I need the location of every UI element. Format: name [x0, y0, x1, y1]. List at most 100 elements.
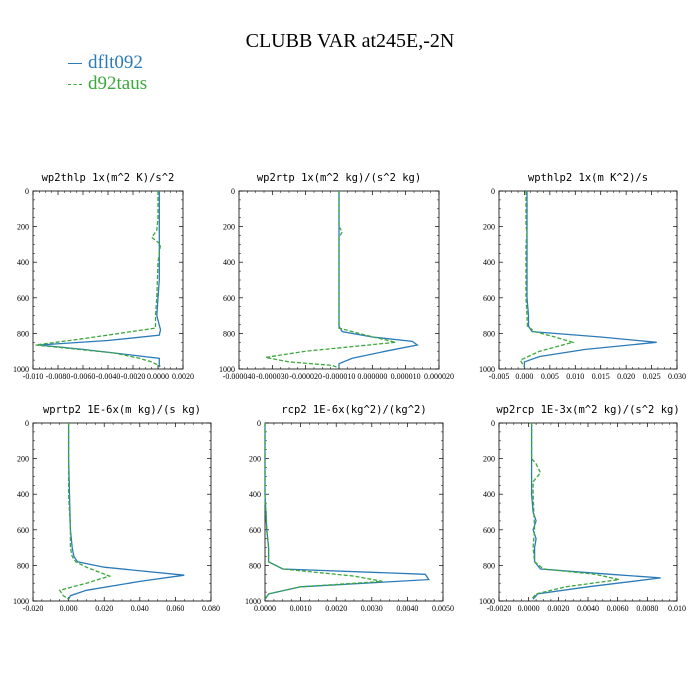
page-title: CLUBB VAR at245E,-2N	[245, 30, 455, 52]
series-line-dflt092	[264, 423, 430, 600]
x-tick-label: -0.000010	[323, 372, 356, 381]
y-tick-label: 600	[223, 294, 235, 303]
y-tick-label: 200	[483, 223, 495, 232]
x-tick-label: -0.000040	[223, 372, 256, 381]
x-tick-label: -0.010	[23, 372, 44, 381]
x-tick-label: 0.060	[166, 604, 184, 613]
y-tick-label: 400	[17, 258, 29, 267]
panel-title: wp2rcp 1E-3x(m^2 kg)/(s^2 kg)	[496, 404, 679, 416]
y-tick-label: 400	[17, 490, 29, 499]
y-tick-label: 1000	[13, 597, 29, 606]
y-tick-label: 1000	[219, 365, 235, 374]
x-tick-label: 0.0020	[172, 372, 194, 381]
series-line-d92taus	[265, 191, 396, 369]
panel-2: wp2rtp 1x(m^2 kg)/(s^2 kg)-0.000040 -0.00…	[219, 172, 454, 381]
x-tick-label: 0.020	[617, 372, 635, 381]
x-tick-label: 0.000010	[391, 372, 421, 381]
legend-swatch-d92taus	[68, 84, 82, 86]
panel-title: wp2rtp 1x(m^2 kg)/(s^2 kg)	[257, 172, 421, 184]
x-tick-label: -0.0020	[121, 372, 146, 381]
y-tick-label: 600	[483, 294, 495, 303]
y-tick-label: 0	[25, 187, 29, 196]
x-tick-label: 0.010	[668, 604, 686, 613]
x-tick-label: 0.030	[668, 372, 686, 381]
series-line-d92taus	[519, 191, 576, 368]
x-tick-label: -0.000020	[289, 372, 322, 381]
x-tick-label: 0.020	[95, 604, 113, 613]
series-line-dflt092	[523, 191, 657, 368]
x-tick-label: 0.010	[566, 372, 584, 381]
panel-4: wprtp2 1E-6x(m kg)/(s kg) -0.020 0.000 0.02…	[13, 404, 220, 613]
series-line-d92taus	[58, 423, 112, 600]
y-tick-label: 1000	[479, 597, 495, 606]
y-tick-label: 400	[223, 258, 235, 267]
x-tick-label: -0.0080	[46, 372, 71, 381]
y-tick-label: 200	[223, 223, 235, 232]
panel-1: wp2thlp 1x(m^2 K)/s^2 -0.010 -0.0080 -0.006…	[13, 172, 194, 381]
y-tick-label: 0	[25, 419, 29, 428]
y-tick-label: 1000	[245, 597, 261, 606]
x-tick-label: 0.0000	[518, 604, 540, 613]
y-tick-label: 1000	[479, 365, 495, 374]
x-tick-label: 0.0050	[432, 604, 454, 613]
y-tick-label: 800	[249, 561, 261, 570]
x-tick-label: 0.0040	[396, 604, 418, 613]
y-tick-label: 0	[491, 419, 495, 428]
x-tick-label: -0.020	[23, 604, 44, 613]
y-tick-label: 1000	[13, 365, 29, 374]
x-tick-label: 0.005	[541, 372, 559, 381]
panel-3: wpthlp2 1x(m K^2)/s -0.005 0.000 0.005 0.010…	[479, 172, 686, 381]
panel-5: rcp2 1E-6x(kg^2)/(kg^2) 0.0000 0.0010 0.002…	[245, 404, 454, 613]
x-tick-label: 0.0080	[636, 604, 658, 613]
y-tick-label: 800	[483, 329, 495, 338]
y-tick-label: 600	[483, 526, 495, 535]
x-tick-label: -0.0020	[487, 604, 512, 613]
x-tick-label: -0.0060	[71, 372, 96, 381]
x-tick-label: 0.0020	[325, 604, 347, 613]
x-tick-label: 0.000020	[424, 372, 454, 381]
y-tick-label: 800	[483, 561, 495, 570]
plot-frame	[32, 422, 212, 602]
x-tick-label: 0.040	[131, 604, 149, 613]
y-tick-label: 600	[17, 294, 29, 303]
series-line-d92taus	[264, 423, 383, 600]
panel-title: wpthlp2 1x(m K^2)/s	[528, 172, 648, 184]
x-tick-label: 0.080	[202, 604, 220, 613]
series-line-dflt092	[39, 191, 162, 368]
legend-swatch-dflt092	[68, 63, 82, 65]
y-tick-label: 200	[483, 455, 495, 464]
y-tick-label: 600	[249, 526, 261, 535]
y-tick-label: 0	[231, 187, 235, 196]
y-tick-label: 400	[483, 258, 495, 267]
y-tick-label: 800	[17, 561, 29, 570]
plot-frame	[32, 190, 184, 370]
series-line-dflt092	[338, 191, 419, 368]
x-tick-label: -0.000030	[256, 372, 289, 381]
panel-title: rcp2 1E-6x(kg^2)/(kg^2)	[281, 404, 426, 416]
y-tick-label: 800	[223, 329, 235, 338]
legend-item-dflt092: dflt092	[68, 52, 143, 74]
x-tick-label: 0.015	[592, 372, 610, 381]
y-tick-label: 200	[249, 455, 261, 464]
series-line-dflt092	[67, 423, 185, 600]
y-tick-label: 200	[17, 455, 29, 464]
x-tick-label: 0.0000	[147, 372, 169, 381]
legend-label-dflt092: dflt092	[88, 52, 143, 73]
x-tick-label: -0.005	[489, 372, 510, 381]
y-tick-label: 400	[249, 490, 261, 499]
x-tick-label: 0.000	[515, 372, 533, 381]
legend-label-d92taus: d92taus	[88, 73, 148, 94]
y-tick-label: 800	[17, 329, 29, 338]
series-line-d92taus	[35, 191, 162, 367]
x-tick-label: 0.0020	[547, 604, 569, 613]
x-tick-label: 0.000	[60, 604, 78, 613]
x-tick-label: 0.0010	[290, 604, 312, 613]
series-line-dflt092	[530, 423, 661, 600]
series-line-d92taus	[530, 423, 620, 600]
x-tick-label: 0.025	[643, 372, 661, 381]
y-tick-label: 200	[17, 223, 29, 232]
panel-title: wp2thlp 1x(m^2 K)/s^2	[42, 172, 175, 184]
y-tick-label: 0	[257, 419, 261, 428]
x-tick-label: 0.0060	[607, 604, 629, 613]
